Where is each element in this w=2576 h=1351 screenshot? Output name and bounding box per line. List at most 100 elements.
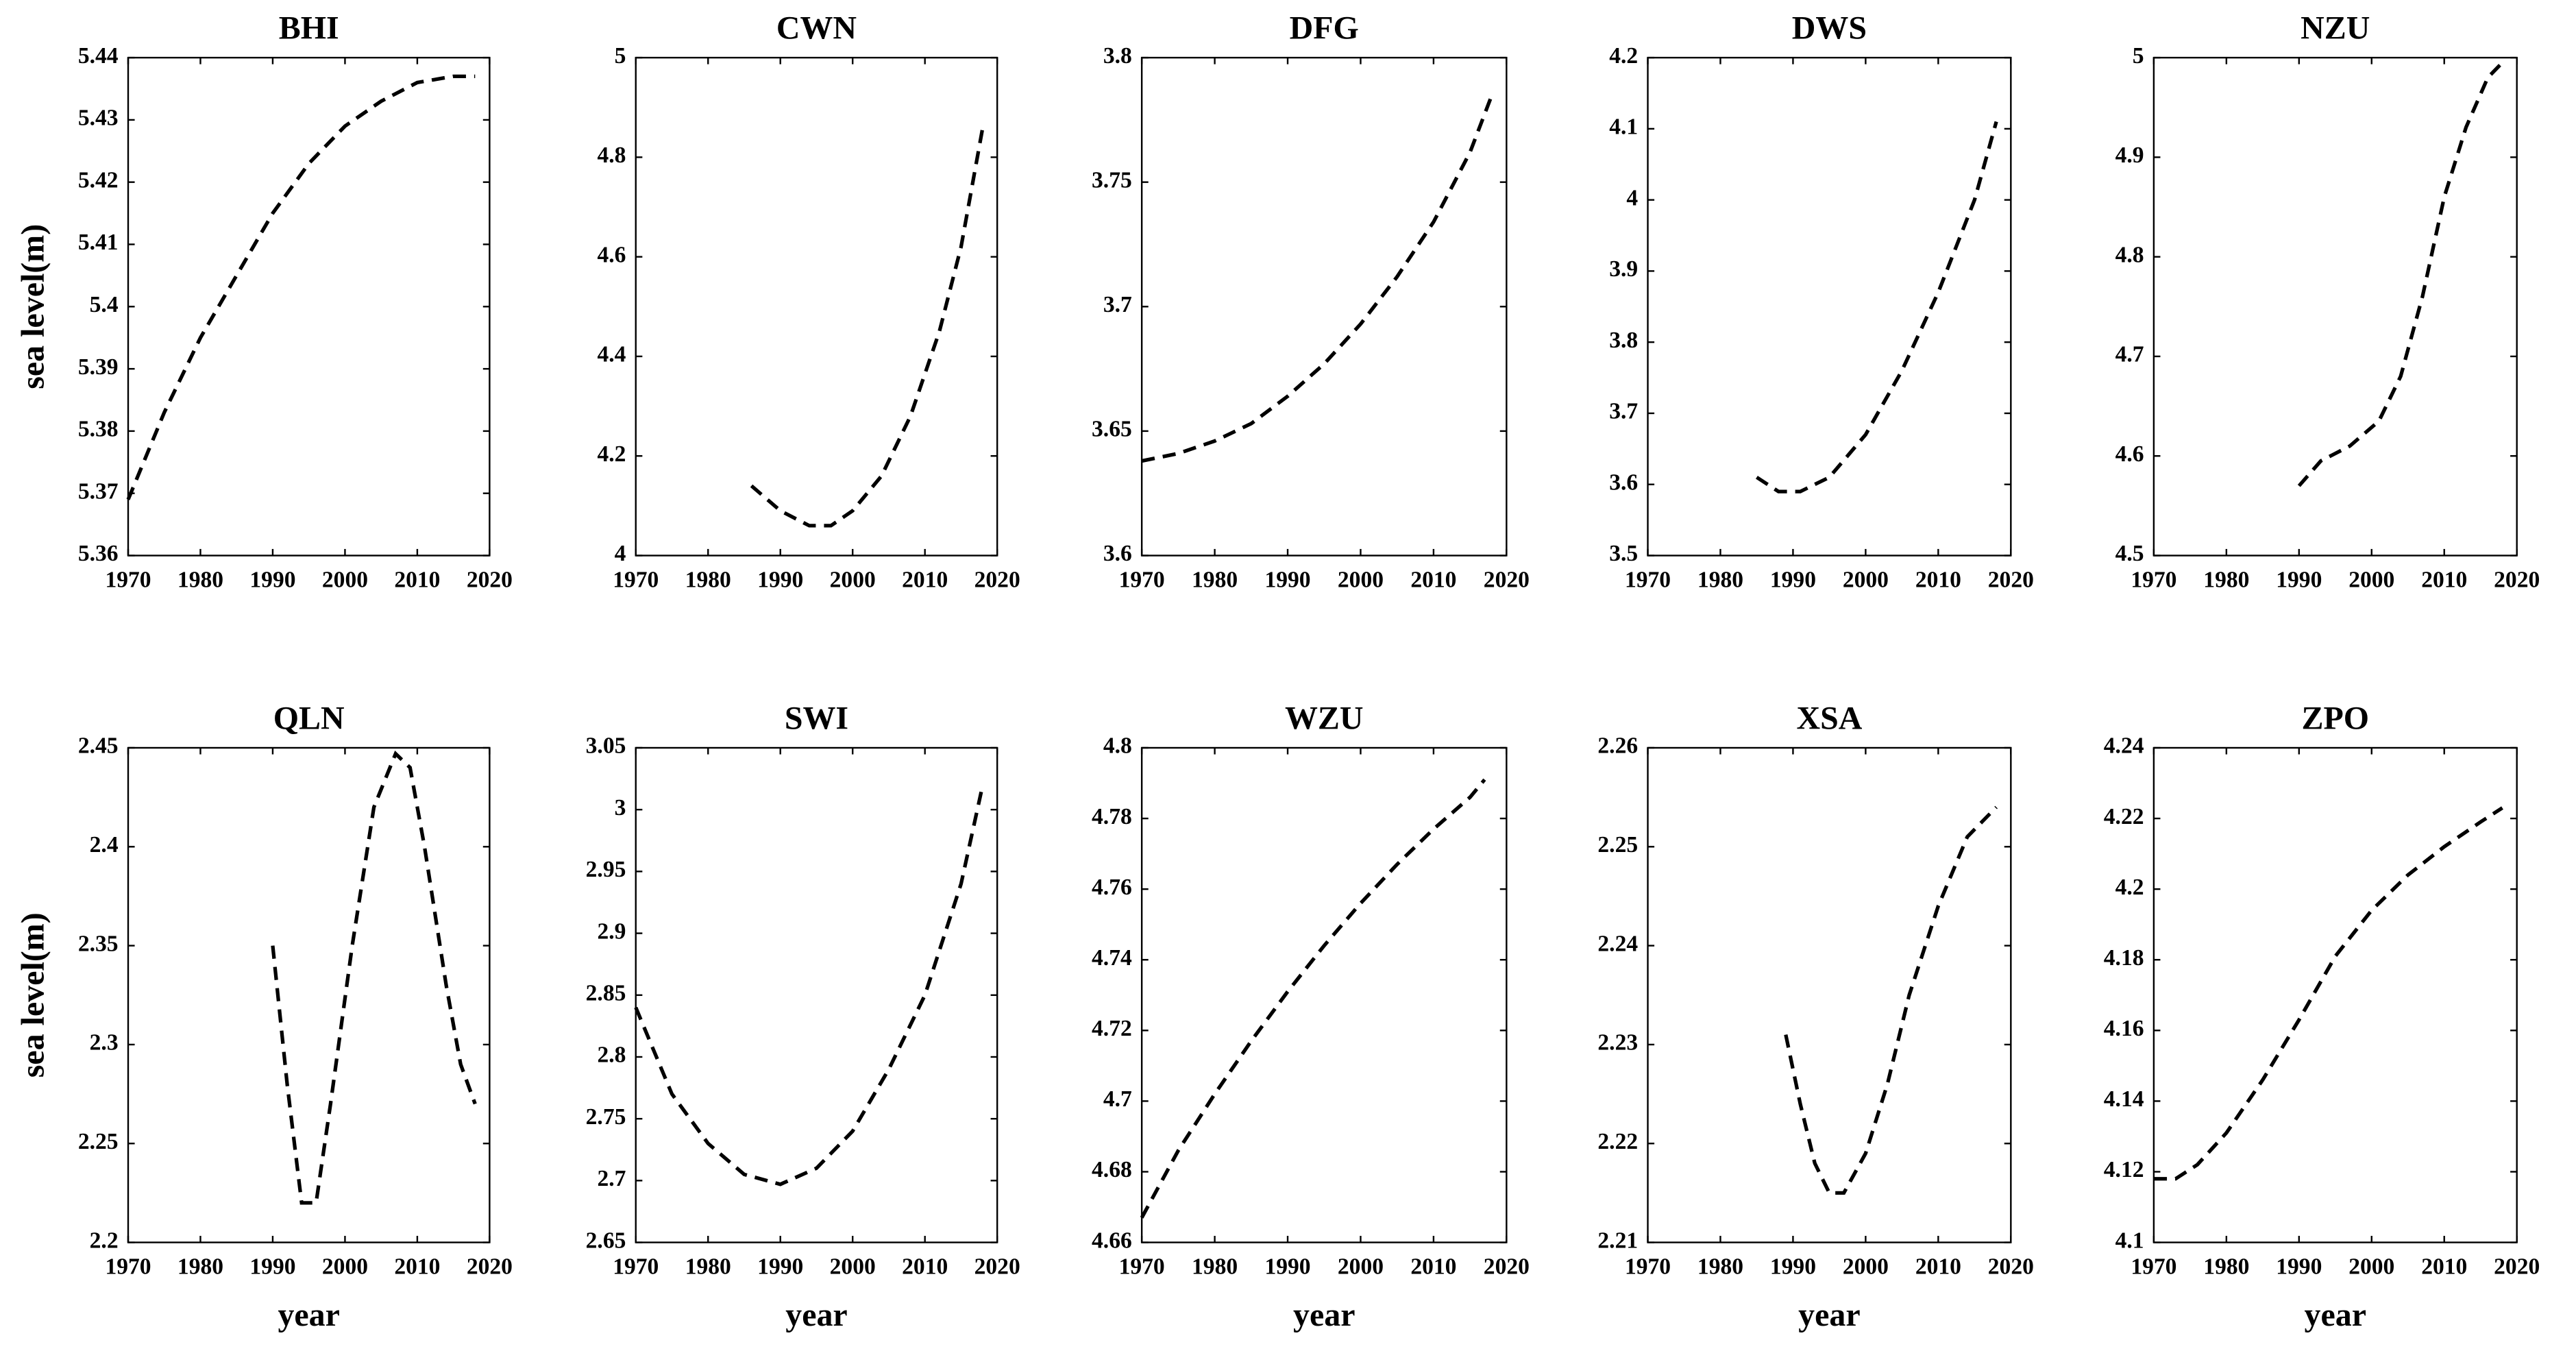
data-line bbox=[1140, 778, 1486, 1219]
y-tick-label: 4.22 bbox=[2104, 804, 2144, 829]
x-axis-label: year bbox=[1293, 1297, 1356, 1333]
x-tick-label: 2000 bbox=[1338, 1254, 1384, 1280]
y-tick-label: 3.7 bbox=[1609, 399, 1638, 424]
x-tick-label: 2000 bbox=[830, 1254, 876, 1280]
y-tick-label: 4.7 bbox=[2115, 342, 2144, 367]
data-line bbox=[1141, 94, 1494, 463]
y-tick-label: 2.21 bbox=[1597, 1228, 1638, 1253]
x-tick-label: 1990 bbox=[249, 1254, 295, 1280]
x-tick-label: 2000 bbox=[1338, 568, 1384, 593]
y-tick-label: 3.8 bbox=[1103, 43, 1132, 69]
y-tick-label: 4.9 bbox=[2115, 143, 2144, 168]
x-axis-label: year bbox=[278, 1297, 340, 1333]
data-line bbox=[2153, 806, 2503, 1181]
x-tick-label: 2000 bbox=[830, 568, 876, 593]
x-tick-label: 1990 bbox=[1770, 568, 1816, 593]
x-tick-label: 1990 bbox=[249, 568, 295, 593]
x-tick-label: 2020 bbox=[1988, 568, 2034, 593]
x-tick-label: 1980 bbox=[1697, 1254, 1743, 1280]
subplot-title: WZU bbox=[1285, 701, 1364, 737]
x-tick-label: 2020 bbox=[2494, 1254, 2540, 1280]
x-tick-label: 1980 bbox=[177, 1254, 223, 1280]
y-tick-label: 3.6 bbox=[1103, 541, 1132, 566]
y-tick-label: 4 bbox=[1626, 185, 1638, 210]
y-tick-label: 4.66 bbox=[1092, 1228, 1132, 1253]
y-tick-label: 2.25 bbox=[78, 1129, 119, 1154]
axes-box bbox=[1647, 56, 2012, 557]
y-tick-label: 2.4 bbox=[90, 832, 119, 857]
subplot-title: CWN bbox=[776, 10, 857, 47]
y-tick-label: 4.16 bbox=[2104, 1016, 2144, 1041]
axes-box bbox=[2152, 56, 2518, 557]
y-tick-label: 4.18 bbox=[2104, 945, 2144, 971]
y-tick-label: 3.8 bbox=[1609, 328, 1638, 353]
x-tick-label: 1970 bbox=[1625, 568, 1671, 593]
y-tick-label: 5.44 bbox=[78, 43, 119, 69]
x-tick-label: 2000 bbox=[1843, 1254, 1889, 1280]
y-tick-label: 5.41 bbox=[78, 230, 119, 255]
data-line bbox=[126, 74, 476, 500]
x-tick-label: 2000 bbox=[2348, 1254, 2394, 1280]
y-tick-label: 4.6 bbox=[2115, 441, 2144, 467]
y-tick-label: 2.23 bbox=[1597, 1030, 1638, 1056]
y-tick-label: 2.22 bbox=[1597, 1129, 1638, 1154]
y-tick-label: 4.4 bbox=[597, 342, 626, 367]
x-tick-label: 2020 bbox=[467, 568, 513, 593]
y-axis-label: sea level(m) bbox=[15, 912, 51, 1078]
x-tick-label: 2010 bbox=[1410, 568, 1456, 593]
y-tick-label: 4.5 bbox=[2115, 541, 2144, 566]
subplot-title: SWI bbox=[785, 701, 848, 737]
y-axis-label: sea level(m) bbox=[15, 224, 51, 389]
x-tick-label: 2020 bbox=[1484, 1254, 1530, 1280]
y-tick-label: 4.72 bbox=[1092, 1016, 1132, 1041]
x-tick-label: 1970 bbox=[1119, 568, 1165, 593]
x-tick-label: 1970 bbox=[105, 568, 151, 593]
y-tick-label: 2.8 bbox=[597, 1043, 626, 1068]
x-tick-label: 2010 bbox=[2421, 1254, 2467, 1280]
x-tick-label: 2020 bbox=[2494, 568, 2540, 593]
subplot-title: ZPO bbox=[2302, 701, 2370, 737]
x-tick-label: 2010 bbox=[1915, 1254, 1961, 1280]
x-tick-label: 1980 bbox=[685, 568, 731, 593]
x-tick-label: 2010 bbox=[2421, 568, 2467, 593]
x-tick-label: 1970 bbox=[2131, 568, 2176, 593]
y-tick-label: 4.8 bbox=[1103, 733, 1132, 759]
y-tick-label: 5.39 bbox=[78, 354, 119, 380]
x-tick-label: 2000 bbox=[1843, 568, 1889, 593]
subplot-title: DFG bbox=[1290, 10, 1359, 47]
x-tick-label: 2000 bbox=[322, 1254, 368, 1280]
x-axis-label: year bbox=[1798, 1297, 1861, 1333]
y-tick-label: 2.35 bbox=[78, 931, 119, 956]
y-tick-label: 5.43 bbox=[78, 106, 119, 131]
y-tick-label: 3.5 bbox=[1609, 541, 1638, 566]
y-tick-label: 2.65 bbox=[586, 1228, 626, 1253]
y-tick-label: 3.6 bbox=[1609, 470, 1638, 495]
x-tick-label: 2020 bbox=[974, 568, 1020, 593]
x-tick-label: 2000 bbox=[2348, 568, 2394, 593]
y-tick-label: 5.42 bbox=[78, 167, 119, 193]
x-axis-label: year bbox=[785, 1297, 848, 1333]
x-tick-label: 2010 bbox=[394, 568, 440, 593]
y-tick-label: 2.24 bbox=[1597, 931, 1638, 956]
x-tick-label: 2020 bbox=[974, 1254, 1020, 1280]
y-tick-label: 4.1 bbox=[1609, 114, 1638, 140]
y-tick-label: 2.26 bbox=[1597, 733, 1638, 759]
x-tick-label: 1970 bbox=[1625, 1254, 1671, 1280]
y-tick-label: 4.74 bbox=[1092, 945, 1132, 971]
x-tick-label: 2010 bbox=[394, 1254, 440, 1280]
y-tick-label: 2.75 bbox=[586, 1104, 626, 1130]
subplot-title: XSA bbox=[1796, 701, 1862, 737]
y-tick-label: 3.05 bbox=[586, 733, 626, 759]
data-line bbox=[271, 751, 477, 1205]
data-line bbox=[634, 784, 985, 1186]
x-tick-label: 1990 bbox=[1264, 568, 1310, 593]
x-tick-label: 1980 bbox=[177, 568, 223, 593]
y-tick-label: 4.2 bbox=[1609, 43, 1638, 69]
y-tick-label: 4 bbox=[615, 541, 626, 566]
x-tick-label: 2020 bbox=[467, 1254, 513, 1280]
y-tick-label: 4.12 bbox=[2104, 1157, 2144, 1182]
y-tick-label: 2.95 bbox=[586, 857, 626, 882]
subplot-title: QLN bbox=[273, 701, 345, 737]
